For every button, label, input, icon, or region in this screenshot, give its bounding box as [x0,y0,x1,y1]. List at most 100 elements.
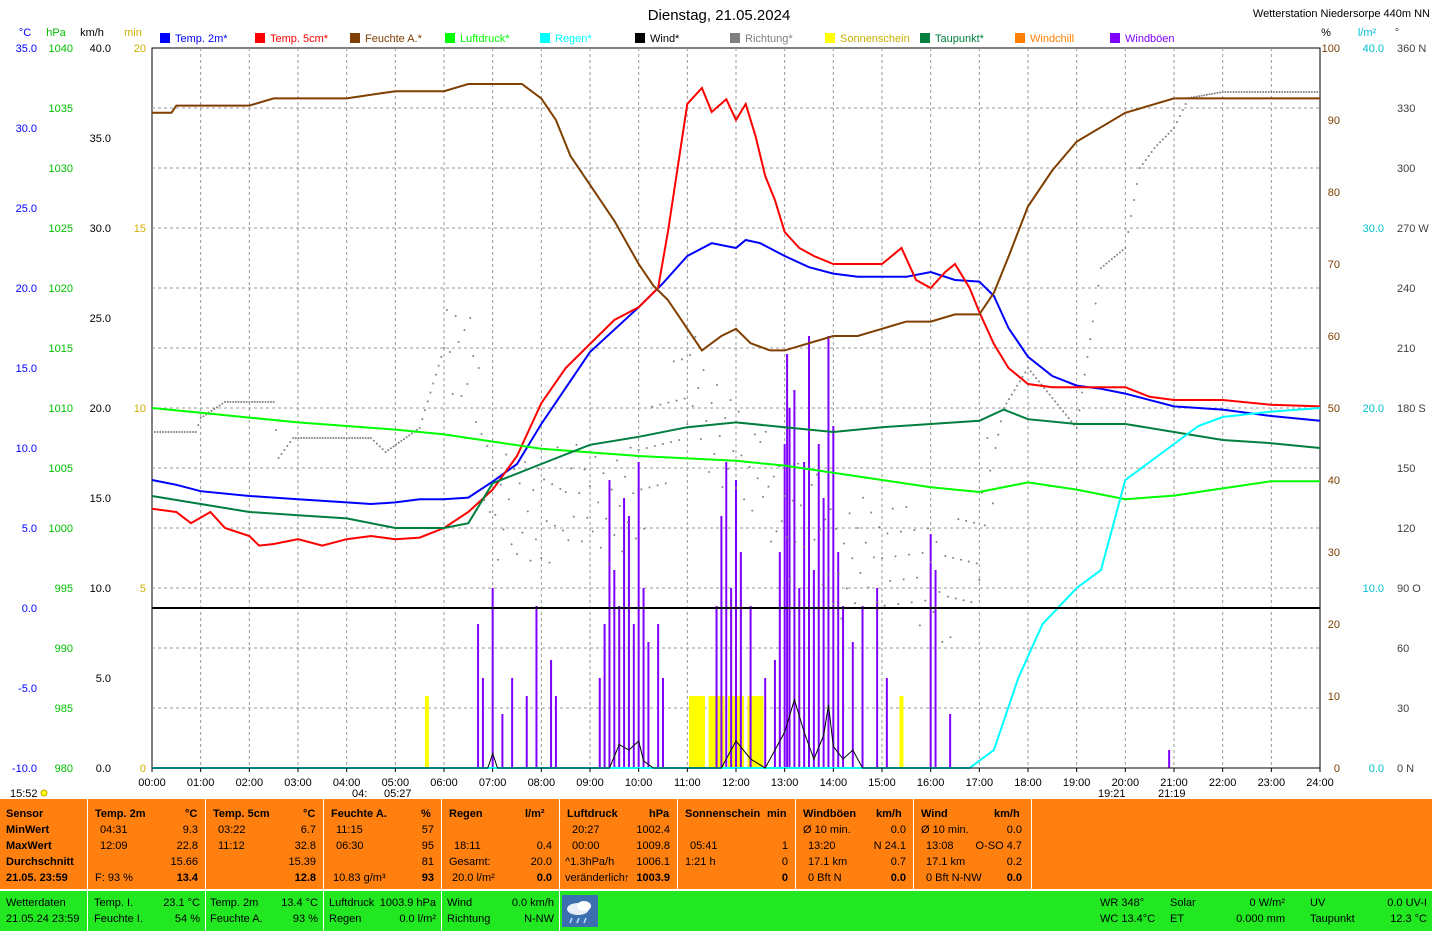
tick-rain: 40.0 [1363,43,1384,55]
direction-point [1262,91,1265,93]
direction-point [616,459,619,462]
direction-point [983,524,986,527]
regen-value: 0.0 l/m² [399,913,436,925]
tick-temp: -10.0 [12,763,37,775]
tick-pressure: 1020 [49,283,73,295]
unit-temp: °C [19,27,31,39]
direction-point [318,437,321,439]
tick-wind: 15.0 [90,493,111,505]
direction-point [408,434,411,437]
direction-point [529,559,532,562]
direction-point [689,354,692,356]
direction-point [440,355,443,358]
direction-point [694,336,697,338]
direction-point [286,445,289,447]
time-label: 05:00 [382,777,410,789]
direction-point [575,443,578,446]
direction-point [586,516,589,519]
marker-sunrise-a: 04: [352,788,367,800]
direction-point [1027,367,1029,369]
direction-point [613,534,616,536]
direction-point [1059,407,1062,409]
tick-pressure: 1010 [49,403,73,415]
direction-point [941,641,944,643]
direction-point [913,529,916,531]
direction-point [1184,103,1187,105]
wind-avg10: 0.0 [1006,824,1022,836]
direction-point [567,539,570,542]
direction-point [170,431,173,433]
wc-value: WC 13.4°C [1100,913,1156,925]
legend: Temp. 2m* Temp. 5cm* Feuchte A.* Luftdruck*… [160,33,1175,45]
direction-point [451,393,454,395]
legend-swatch [1015,33,1025,43]
luftdruck-tendency: veränderlich [565,872,625,884]
tick-direction: 180 S [1397,403,1426,415]
tick-humidity: 0 [1334,763,1340,775]
direction-point [1121,249,1124,252]
direction-point [1070,420,1073,423]
tick-wind: 20.0 [90,403,111,415]
weather-chart: 35.0 30.0 25.0 20.0 15.0 10.0 5.0 0.0 -5.0 -10.0 1… [10,7,1430,800]
direction-point [643,527,646,530]
tick-humidity: 40 [1328,475,1340,487]
direction-point [944,555,947,557]
direction-point [1013,389,1016,392]
direction-point [553,524,556,527]
legend-swatch [160,33,170,43]
direction-point [264,401,267,403]
et-value: 0.000 mm [1236,913,1285,925]
direction-point [1283,91,1286,93]
direction-point [1235,91,1238,93]
direction-point [460,395,463,397]
direction-point [918,624,921,627]
tick-rain: 20.0 [1363,403,1384,415]
temp5cm-min-time: 03:22 [218,824,246,836]
direction-point [251,401,254,403]
direction-point [275,429,278,431]
direction-point [1144,159,1147,161]
direction-point [881,557,883,559]
regen-max-time: 18:11 [454,840,481,852]
direction-point [324,437,327,439]
direction-point [518,482,521,485]
direction-point [859,571,862,574]
direction-point [545,520,548,523]
feuchte-min: 57 [421,824,434,836]
marker-left-time: 15:52 [10,788,38,800]
direction-point [410,432,413,435]
direction-point [1062,410,1065,413]
windboeen-distance: 17.1 km [808,856,848,868]
wind-max: O-SO 4.7 [975,840,1022,852]
direction-point [445,309,448,311]
tick-sun: 0 [140,763,146,775]
series-wind [152,697,1320,769]
time-label: 14:00 [820,777,848,789]
unit-wind: km/h [80,27,104,39]
temp-i-label: Temp. I. [94,897,134,909]
luftdruck-avg: 1006.1 [636,856,670,868]
direction-point [729,399,732,401]
uv-value: 0.0 UV-I [1387,897,1427,909]
direction-point [959,558,962,561]
direction-point [372,439,375,442]
direction-point [466,383,469,385]
direction-point [908,553,911,556]
legend-swatch [1110,33,1120,43]
windboeen-bft: 0 Bft N [808,872,842,884]
direction-point [1100,267,1102,269]
direction-point [975,562,978,565]
direction-point [1246,91,1248,93]
sunshine-bar [899,696,904,768]
direction-point [1208,93,1211,96]
wind-distance: 17.1 km [926,856,966,868]
direction-point [367,437,370,439]
tick-direction: 120 [1397,523,1415,535]
direction-point [267,401,270,403]
series-taupunkt [151,408,1321,529]
luftdruck-min-time: 20:27 [572,824,600,836]
direction-point [1138,167,1141,169]
arrow-up-icon: ↑ [624,872,630,884]
time-label: 00:00 [138,777,166,789]
tick-pressure: 1015 [49,343,73,355]
